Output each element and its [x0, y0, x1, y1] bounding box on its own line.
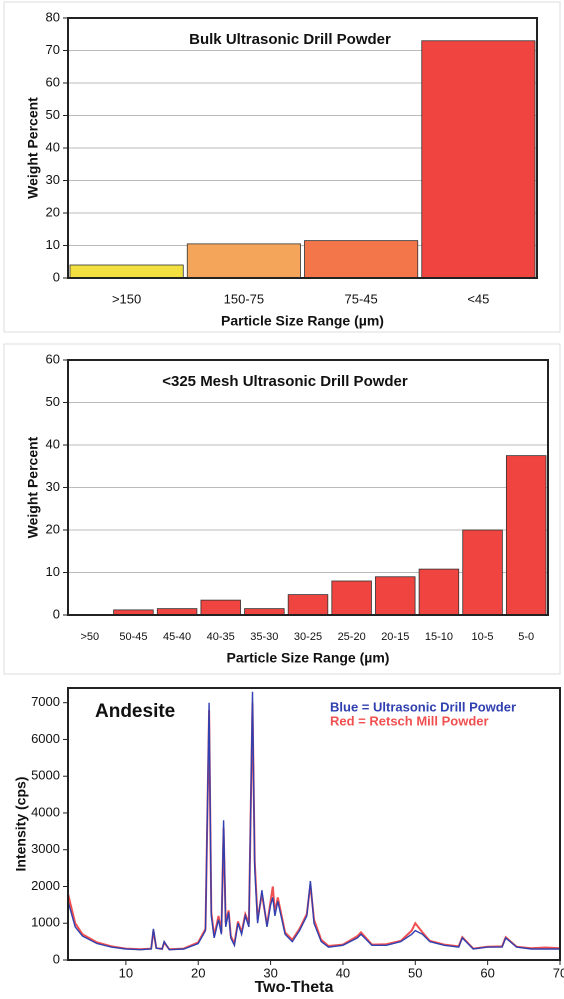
y-tick-label: 80	[46, 9, 60, 24]
y-tick-label: 2000	[31, 878, 60, 893]
bar	[200, 599, 241, 616]
x-tick-label: >50	[80, 631, 99, 643]
x-tick-label: 60	[480, 965, 494, 980]
y-tick-label: 30	[46, 172, 60, 187]
x-tick-label: 30-25	[294, 631, 322, 643]
x-tick-label: 50	[408, 965, 422, 980]
y-tick-label: 6000	[31, 731, 60, 746]
chart-title: Bulk Ultrasonic Drill Powder	[189, 31, 391, 48]
x-tick-label: 50-45	[119, 631, 147, 643]
line-series	[67, 691, 560, 951]
y-tick-label: 40	[46, 139, 60, 154]
x-tick-label: 15-10	[425, 631, 453, 643]
y-axis-label: Intensity (cps)	[13, 777, 29, 872]
x-tick-label: 75-45	[345, 291, 378, 306]
y-tick-label: 10	[46, 237, 60, 252]
x-tick-label: 20-15	[381, 631, 409, 643]
x-axis-label: Two-Theta	[255, 979, 334, 996]
x-tick-label: 10-5	[472, 631, 494, 643]
y-tick-label: 5000	[31, 768, 60, 783]
chart-title: <325 Mesh Ultrasonic Drill Powder	[162, 373, 408, 390]
annotation: Andesite	[95, 701, 175, 722]
y-axis-label: Weight Percent	[25, 97, 41, 199]
x-tick-label: 20	[191, 965, 205, 980]
y-tick-label: 7000	[31, 694, 60, 709]
y-tick-label: 0	[53, 269, 60, 284]
y-axis-label: Weight Percent	[25, 436, 41, 538]
bar	[186, 243, 301, 279]
bar	[304, 240, 419, 279]
x-tick-label: 10	[119, 965, 133, 980]
x-tick-label: 5-0	[518, 631, 534, 643]
x-tick-label: 70	[553, 965, 564, 980]
bar	[505, 455, 547, 616]
y-tick-label: 10	[46, 564, 60, 579]
plot-frame	[67, 687, 561, 961]
bar	[375, 576, 416, 616]
x-tick-label: 40	[336, 965, 350, 980]
y-tick-label: 40	[46, 436, 60, 451]
y-tick-label: 3000	[31, 841, 60, 856]
x-tick-label: >150	[112, 291, 141, 306]
y-tick-label: 20	[46, 521, 60, 536]
y-tick-label: 60	[46, 74, 60, 89]
y-tick-label: 30	[46, 479, 60, 494]
y-tick-label: 50	[46, 394, 60, 409]
bar	[331, 580, 372, 616]
x-tick-label: 35-30	[250, 631, 278, 643]
x-tick-label: 25-20	[338, 631, 366, 643]
y-tick-label: 1000	[31, 915, 60, 930]
y-tick-label: 50	[46, 107, 60, 122]
x-tick-label: 30	[263, 965, 277, 980]
y-tick-label: 70	[46, 42, 60, 57]
plot-frame	[67, 359, 549, 616]
x-tick-label: 45-40	[163, 631, 191, 643]
bar	[69, 264, 184, 279]
x-tick-label: 150-75	[224, 291, 264, 306]
y-tick-label: 4000	[31, 804, 60, 819]
panel-frame	[3, 343, 561, 675]
x-axis-label: Particle Size Range (µm)	[221, 313, 384, 329]
x-tick-label: 40-35	[207, 631, 235, 643]
y-tick-label: 0	[53, 606, 60, 621]
bar	[418, 568, 460, 616]
bar	[287, 594, 329, 616]
panel-frame	[3, 1, 561, 333]
x-axis-label: Particle Size Range (µm)	[227, 650, 390, 666]
legend-entry: Red = Retsch Mill Powder	[330, 713, 489, 728]
bar	[421, 40, 536, 279]
y-tick-label: 60	[46, 351, 60, 366]
y-tick-label: 20	[46, 204, 60, 219]
plot-frame	[67, 17, 538, 279]
x-tick-label: <45	[467, 291, 489, 306]
line-series	[67, 702, 561, 951]
bar	[462, 529, 503, 616]
y-tick-label: 0	[53, 951, 60, 966]
legend-entry: Blue = Ultrasonic Drill Powder	[330, 699, 516, 714]
